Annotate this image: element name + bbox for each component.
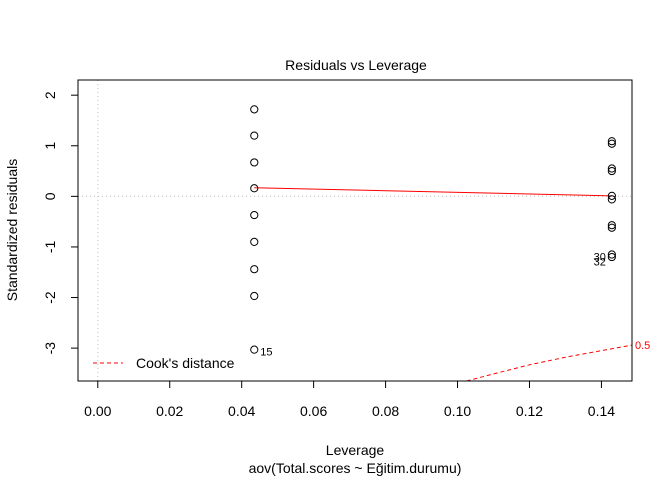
x-tick-label: 0.02 — [156, 403, 183, 419]
data-point — [250, 210, 259, 220]
point-label: 32 — [594, 257, 606, 269]
y-tick-label: 0 — [42, 192, 58, 200]
x-axis: 0.00 0.02 0.04 0.06 0.08 0.10 0.12 0.14 — [84, 380, 615, 419]
data-point — [607, 250, 616, 259]
data-point — [250, 158, 259, 167]
y-tick-label: 2 — [42, 91, 58, 99]
cooks-distance-level-label: 0.5 — [635, 340, 650, 352]
y-axis-label: Standardized residuals — [4, 159, 20, 301]
data-point — [250, 291, 259, 301]
x-axis-label: Leverage — [326, 442, 385, 458]
data-point — [250, 237, 259, 246]
data-point — [607, 221, 616, 230]
data-point — [607, 191, 616, 200]
data-point — [250, 265, 259, 274]
x-tick-label: 0.14 — [588, 403, 615, 419]
chart-subtitle: aov(Total.scores ~ Eğitim.durumu) — [249, 460, 462, 476]
data-point — [250, 105, 259, 114]
y-tick-label: -3 — [42, 342, 58, 355]
y-tick-label: 1 — [42, 142, 58, 150]
data-point — [607, 195, 616, 204]
x-tick-label: 0.00 — [84, 403, 111, 419]
x-tick-label: 0.08 — [372, 403, 399, 419]
smooth-line — [254, 187, 612, 197]
data-point — [607, 139, 616, 148]
data-point — [607, 137, 616, 146]
x-tick-label: 0.12 — [516, 403, 543, 419]
plot-frame — [77, 79, 633, 382]
data-point — [250, 184, 259, 193]
data-point — [607, 252, 616, 262]
data-point — [607, 166, 616, 176]
data-point — [250, 131, 259, 140]
x-tick-label: 0.06 — [300, 403, 327, 419]
data-point — [607, 223, 616, 232]
data-point — [250, 345, 259, 354]
data-point — [607, 164, 616, 173]
legend-label: Cook's distance — [136, 355, 235, 371]
y-axis: -3 -2 -1 0 1 2 — [42, 91, 79, 355]
chart-title: Residuals vs Leverage — [285, 57, 427, 73]
point-label: 15 — [260, 347, 272, 359]
cooks-distance-curve — [466, 344, 633, 382]
x-tick-label: 0.04 — [228, 403, 255, 419]
x-tick-label: 0.10 — [444, 403, 471, 419]
y-tick-label: -2 — [42, 291, 58, 304]
legend: Cook's distance — [93, 355, 235, 371]
point-label: 30 — [594, 252, 606, 264]
y-tick-label: -1 — [42, 241, 58, 254]
